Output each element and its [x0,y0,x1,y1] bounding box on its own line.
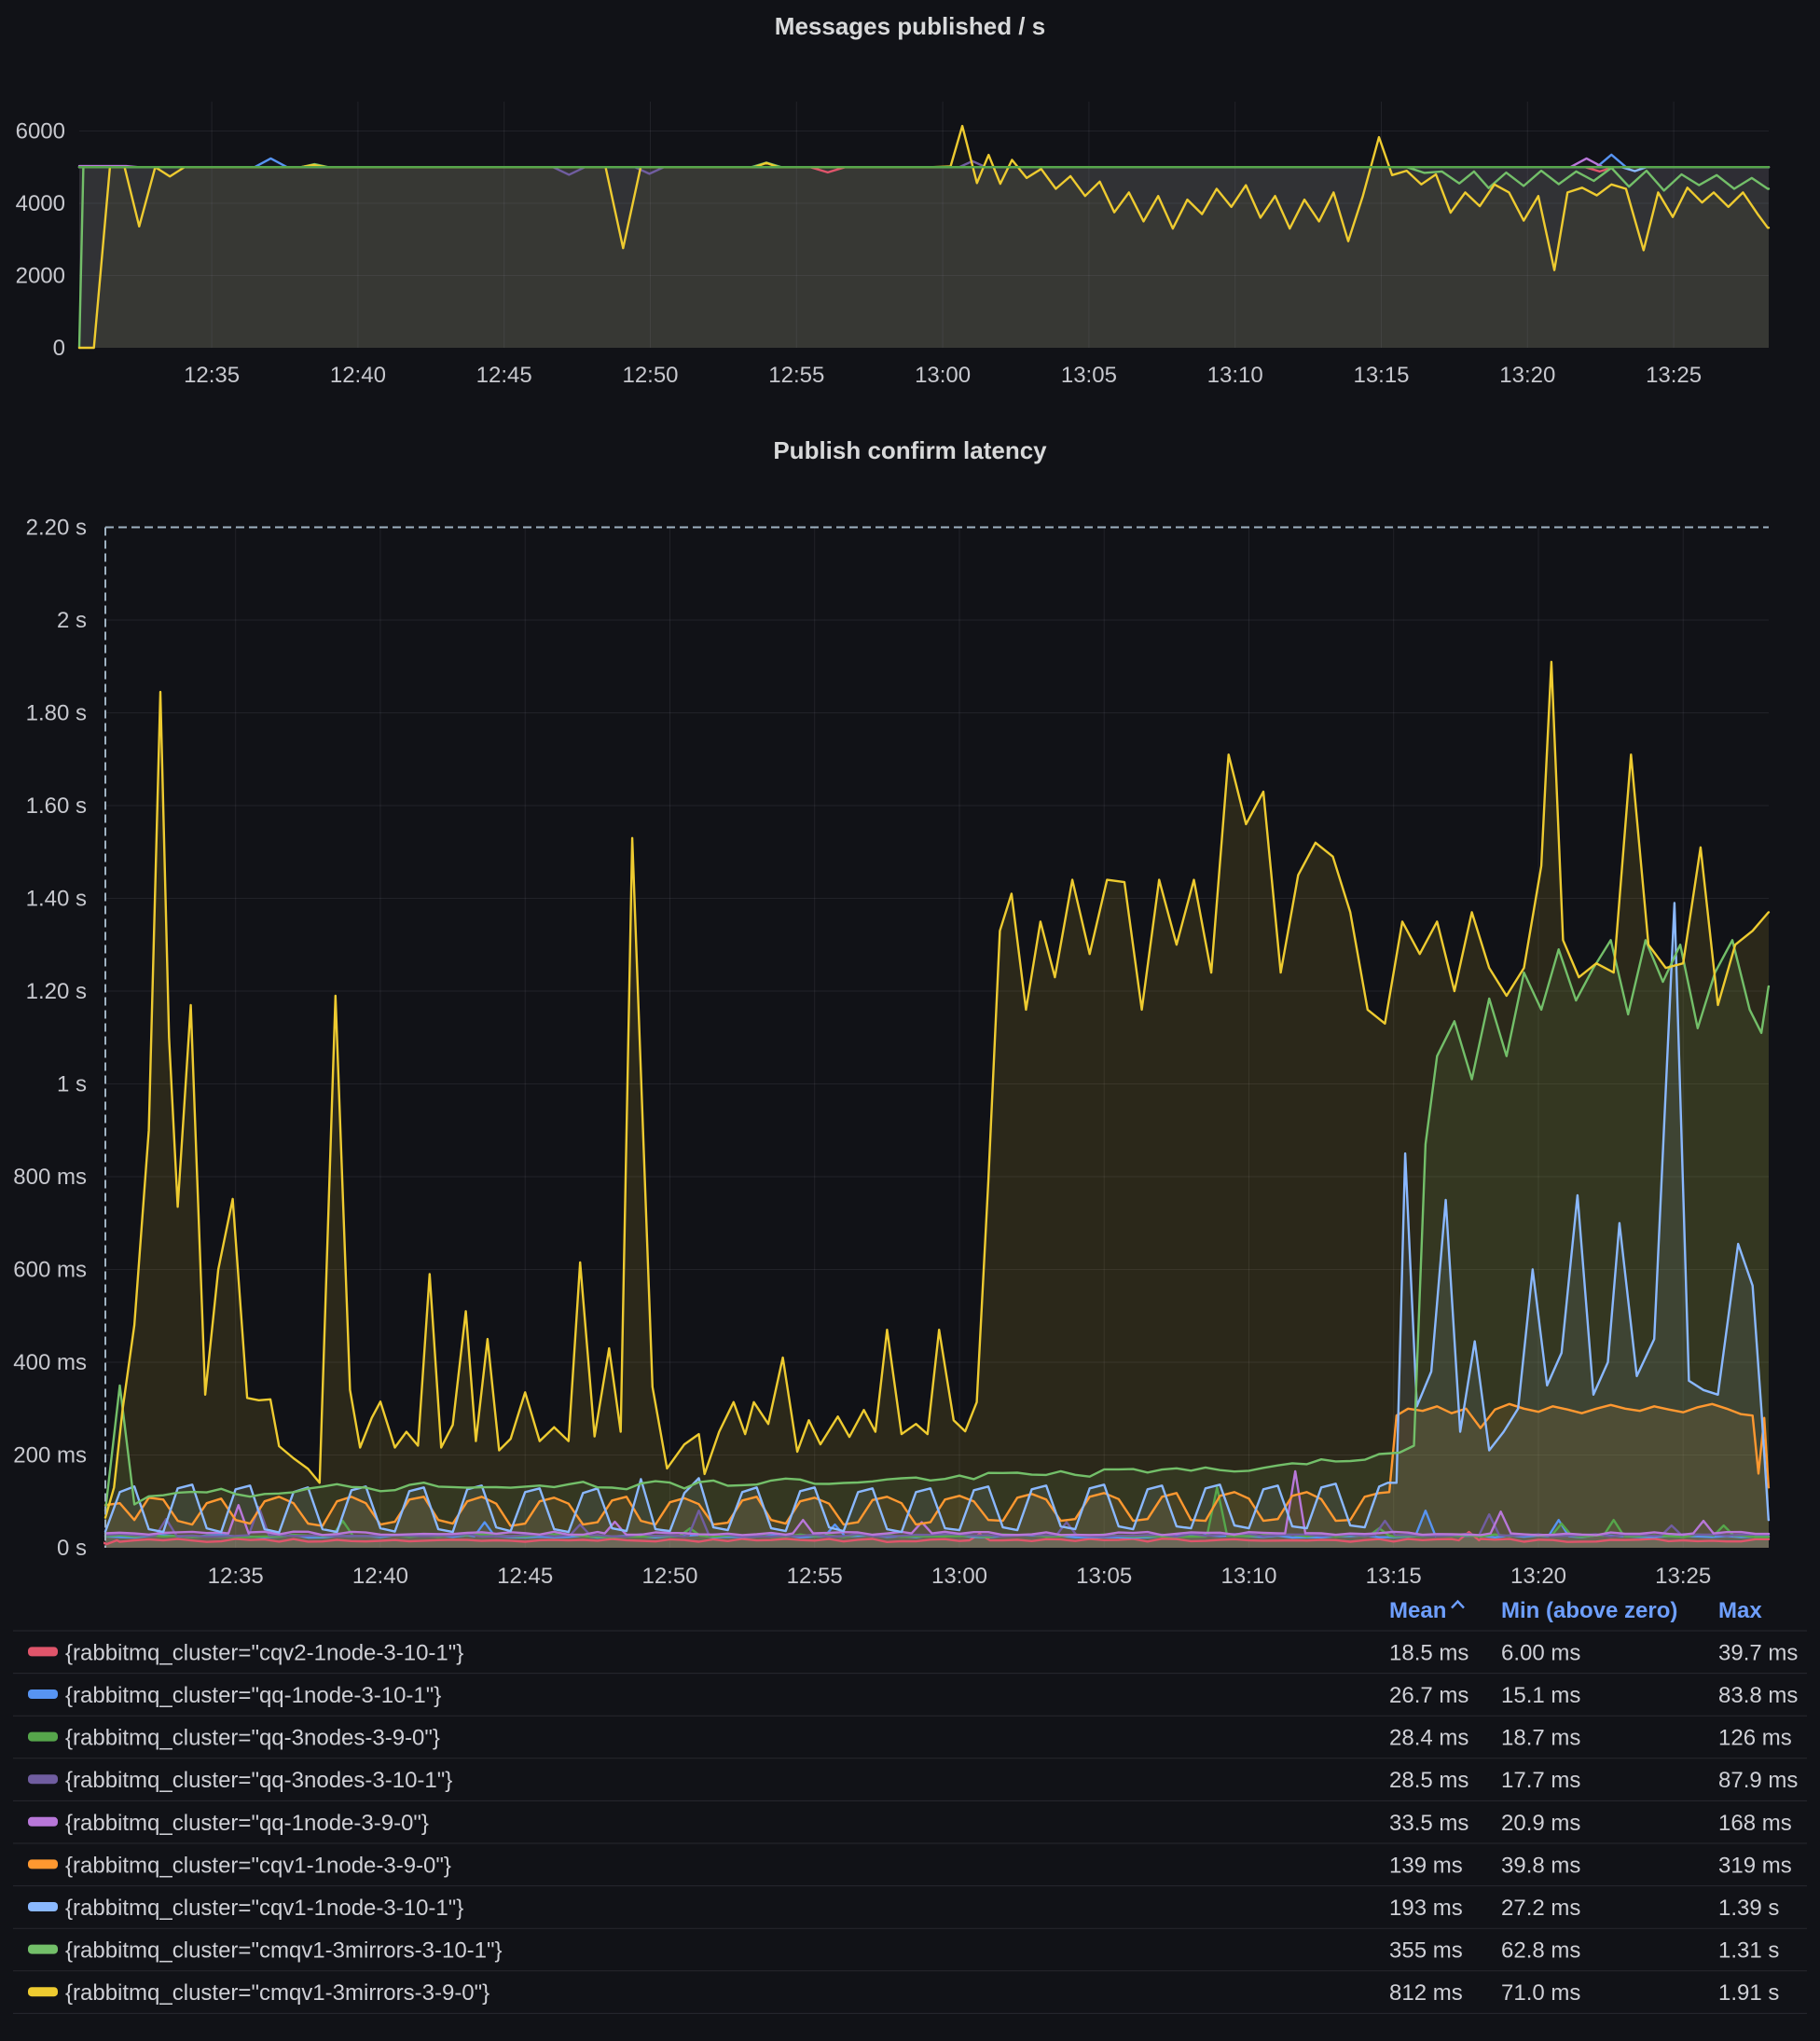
svg-text:12:50: 12:50 [622,363,678,388]
svg-text:2 s: 2 s [57,608,87,633]
svg-text:{rabbitmq_cluster="cmqv1-3mirr: {rabbitmq_cluster="cmqv1-3mirrors-3-9-0"… [65,1980,489,2006]
svg-text:27.2 ms: 27.2 ms [1501,1896,1580,1921]
svg-text:355 ms: 355 ms [1389,1938,1463,1964]
svg-text:1.91 s: 1.91 s [1718,1980,1779,2006]
svg-text:193 ms: 193 ms [1389,1896,1463,1921]
svg-text:15.1 ms: 15.1 ms [1501,1683,1580,1708]
svg-text:Min (above zero): Min (above zero) [1501,1598,1677,1623]
svg-text:1.40 s: 1.40 s [26,887,87,912]
svg-text:1.60 s: 1.60 s [26,793,87,819]
svg-text:62.8 ms: 62.8 ms [1501,1938,1580,1964]
svg-text:319 ms: 319 ms [1718,1853,1792,1878]
svg-text:13:25: 13:25 [1646,363,1702,388]
svg-text:168 ms: 168 ms [1718,1811,1792,1836]
svg-text:12:40: 12:40 [352,1564,408,1589]
svg-text:4000: 4000 [16,191,65,216]
svg-text:1.20 s: 1.20 s [26,979,87,1004]
svg-text:Max: Max [1718,1598,1762,1623]
svg-text:{rabbitmq_cluster="cqv1-1node-: {rabbitmq_cluster="cqv1-1node-3-9-0"} [65,1853,451,1878]
svg-text:12:45: 12:45 [476,363,532,388]
svg-text:1 s: 1 s [57,1072,87,1097]
svg-text:{rabbitmq_cluster="cqv1-1node-: {rabbitmq_cluster="cqv1-1node-3-10-1"} [65,1896,463,1921]
svg-text:20.9 ms: 20.9 ms [1501,1811,1580,1836]
svg-text:28.4 ms: 28.4 ms [1389,1726,1468,1751]
svg-text:600 ms: 600 ms [13,1258,87,1283]
svg-text:200 ms: 200 ms [13,1443,87,1469]
svg-text:{rabbitmq_cluster="cqv2-1node-: {rabbitmq_cluster="cqv2-1node-3-10-1"} [65,1640,463,1665]
svg-text:12:50: 12:50 [641,1564,697,1589]
svg-text:Mean: Mean [1389,1598,1446,1623]
svg-text:13:05: 13:05 [1061,363,1117,388]
svg-text:13:10: 13:10 [1220,1564,1276,1589]
svg-text:800 ms: 800 ms [13,1165,87,1190]
svg-text:6.00 ms: 6.00 ms [1501,1640,1580,1665]
svg-text:400 ms: 400 ms [13,1350,87,1375]
svg-text:{rabbitmq_cluster="qq-1node-3-: {rabbitmq_cluster="qq-1node-3-10-1"} [65,1683,441,1708]
svg-text:39.8 ms: 39.8 ms [1501,1853,1580,1878]
svg-text:2.20 s: 2.20 s [26,516,87,541]
svg-text:18.7 ms: 18.7 ms [1501,1726,1580,1751]
svg-text:{rabbitmq_cluster="qq-1node-3-: {rabbitmq_cluster="qq-1node-3-9-0"} [65,1811,429,1836]
svg-text:12:45: 12:45 [497,1564,553,1589]
svg-text:28.5 ms: 28.5 ms [1389,1768,1468,1793]
svg-text:126 ms: 126 ms [1718,1726,1792,1751]
svg-text:12:55: 12:55 [768,363,824,388]
svg-text:1.39 s: 1.39 s [1718,1896,1779,1921]
svg-text:812 ms: 812 ms [1389,1980,1463,2006]
svg-text:139 ms: 139 ms [1389,1853,1463,1878]
svg-text:13:20: 13:20 [1499,363,1555,388]
svg-text:12:40: 12:40 [330,363,386,388]
svg-text:12:35: 12:35 [184,363,240,388]
svg-text:13:25: 13:25 [1655,1564,1711,1589]
svg-text:1.31 s: 1.31 s [1718,1938,1779,1964]
svg-text:13:00: 13:00 [931,1564,987,1589]
svg-text:13:15: 13:15 [1353,363,1409,388]
svg-text:13:05: 13:05 [1076,1564,1132,1589]
svg-text:18.5 ms: 18.5 ms [1389,1640,1468,1665]
svg-text:33.5 ms: 33.5 ms [1389,1811,1468,1836]
svg-text:13:15: 13:15 [1366,1564,1422,1589]
svg-text:{rabbitmq_cluster="cmqv1-3mirr: {rabbitmq_cluster="cmqv1-3mirrors-3-10-1… [65,1938,503,1964]
svg-text:Publish confirm latency: Publish confirm latency [773,436,1047,464]
svg-text:1.80 s: 1.80 s [26,701,87,726]
svg-text:Messages published / s: Messages published / s [775,12,1045,40]
svg-text:39.7 ms: 39.7 ms [1718,1640,1798,1665]
svg-text:0 s: 0 s [57,1536,87,1561]
svg-text:6000: 6000 [16,119,65,145]
svg-text:2000: 2000 [16,264,65,289]
svg-text:12:55: 12:55 [787,1564,843,1589]
svg-text:83.8 ms: 83.8 ms [1718,1683,1798,1708]
svg-text:{rabbitmq_cluster="qq-3nodes-3: {rabbitmq_cluster="qq-3nodes-3-9-0"} [65,1726,440,1751]
svg-text:12:35: 12:35 [208,1564,264,1589]
svg-text:17.7 ms: 17.7 ms [1501,1768,1580,1793]
svg-text:13:00: 13:00 [915,363,971,388]
svg-text:13:20: 13:20 [1510,1564,1566,1589]
svg-text:13:10: 13:10 [1207,363,1263,388]
svg-text:71.0 ms: 71.0 ms [1501,1980,1580,2006]
svg-text:{rabbitmq_cluster="qq-3nodes-3: {rabbitmq_cluster="qq-3nodes-3-10-1"} [65,1768,452,1793]
svg-text:0: 0 [53,336,65,361]
svg-text:26.7 ms: 26.7 ms [1389,1683,1468,1708]
svg-text:87.9 ms: 87.9 ms [1718,1768,1798,1793]
